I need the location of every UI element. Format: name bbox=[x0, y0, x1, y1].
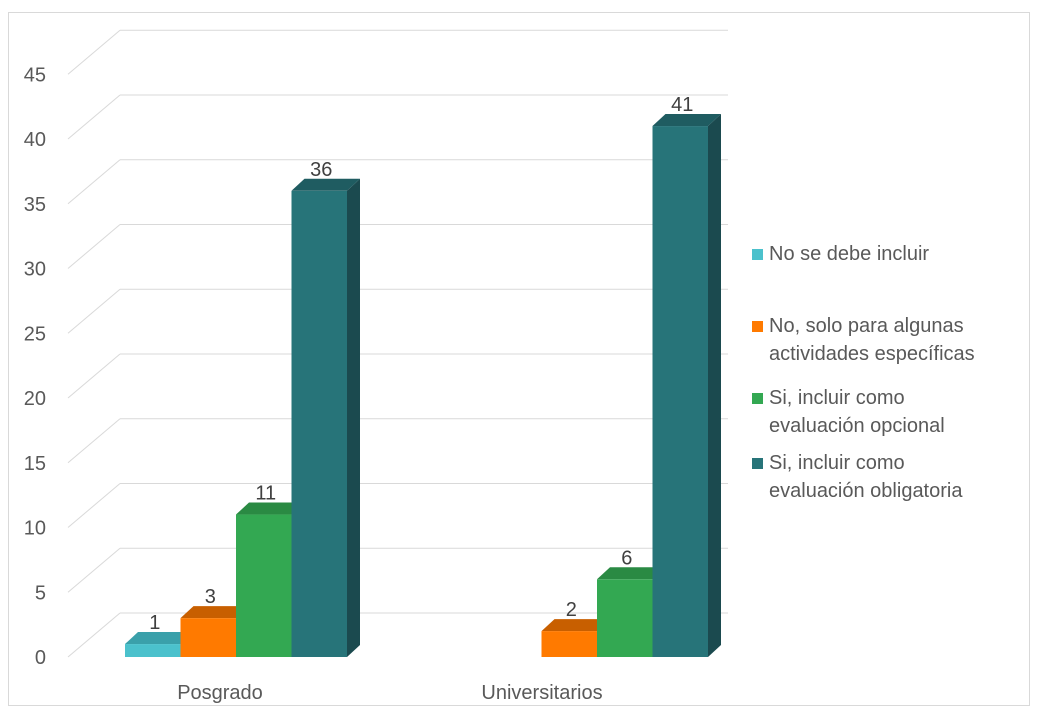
y-tick-label: 35 bbox=[24, 194, 46, 216]
legend-label: Si, incluir como evaluación obligatoria bbox=[769, 452, 963, 502]
x-tick-label: Posgrado bbox=[177, 682, 263, 704]
data-label: 3 bbox=[205, 586, 216, 608]
x-tick-label: Universitarios bbox=[481, 682, 602, 704]
bar-top bbox=[125, 632, 194, 645]
grid-layer bbox=[67, 29, 728, 658]
data-label: 2 bbox=[566, 599, 577, 621]
bar-layer bbox=[125, 114, 721, 658]
gridline-diagonal bbox=[67, 547, 121, 593]
gridline-diagonal bbox=[67, 94, 121, 140]
gridline-diagonal bbox=[67, 612, 121, 658]
bar-front bbox=[597, 579, 653, 657]
bar-front bbox=[125, 644, 181, 657]
gridline-diagonal bbox=[67, 224, 121, 269]
data-label: 36 bbox=[310, 159, 332, 181]
bar bbox=[180, 606, 249, 657]
gridline-diagonal bbox=[67, 159, 121, 205]
y-tick-label: 20 bbox=[24, 388, 46, 410]
bar bbox=[291, 178, 360, 658]
legend-label: No se debe incluir bbox=[769, 243, 930, 265]
data-label: 6 bbox=[621, 547, 632, 569]
bar-side bbox=[708, 114, 721, 658]
legend-item: No, solo para algunas actividades especí… bbox=[752, 312, 975, 368]
legend-swatch bbox=[752, 458, 763, 469]
bar-front bbox=[291, 190, 347, 658]
legend-swatch bbox=[752, 321, 763, 332]
y-tick-label: 10 bbox=[24, 518, 46, 540]
data-label: 11 bbox=[255, 483, 276, 505]
bar-front bbox=[236, 514, 292, 657]
data-label: 1 bbox=[149, 612, 160, 634]
bar-front bbox=[652, 126, 708, 658]
y-tick-label: 0 bbox=[35, 647, 46, 669]
bar-top bbox=[652, 114, 721, 127]
gridline-diagonal bbox=[67, 483, 121, 528]
gridline-diagonal bbox=[67, 418, 121, 464]
bar-top bbox=[597, 567, 666, 580]
legend-swatch bbox=[752, 249, 763, 260]
bar-front bbox=[541, 631, 597, 657]
gridline-diagonal bbox=[67, 288, 121, 334]
y-tick-label: 40 bbox=[24, 129, 46, 151]
chart-frame bbox=[8, 12, 1030, 706]
gridline-diagonal bbox=[67, 29, 121, 75]
gridline-diagonal bbox=[67, 353, 121, 399]
legend-item: Si, incluir como evaluación obligatoria bbox=[752, 449, 962, 505]
bar-front bbox=[180, 618, 236, 657]
y-tick-label: 45 bbox=[24, 64, 46, 86]
legend-swatch bbox=[752, 393, 763, 404]
y-axis-ticks: 0 5 10 15 20 25 30 35 40 45 bbox=[24, 64, 46, 669]
y-tick-label: 5 bbox=[35, 582, 46, 604]
bar-side bbox=[347, 178, 360, 658]
y-tick-label: 30 bbox=[24, 259, 46, 281]
y-tick-label: 15 bbox=[24, 453, 46, 475]
bar-top bbox=[236, 502, 305, 515]
legend-item: No se debe incluir bbox=[752, 240, 929, 268]
bar-top bbox=[291, 178, 360, 191]
legend-label: No, solo para algunas actividades especí… bbox=[769, 315, 975, 365]
y-tick-label: 25 bbox=[24, 323, 46, 345]
legend-label: Si, incluir como evaluación opcional bbox=[769, 387, 945, 437]
legend-item: Si, incluir como evaluación opcional bbox=[752, 384, 945, 440]
bar bbox=[652, 114, 721, 658]
bar-top bbox=[541, 619, 610, 632]
bar-top bbox=[180, 606, 249, 619]
data-label: 41 bbox=[671, 94, 693, 116]
data-label-layer: 1 3 11 36 2 6 41 bbox=[149, 94, 693, 634]
x-axis-ticks: Posgrado Universitarios bbox=[177, 682, 602, 704]
